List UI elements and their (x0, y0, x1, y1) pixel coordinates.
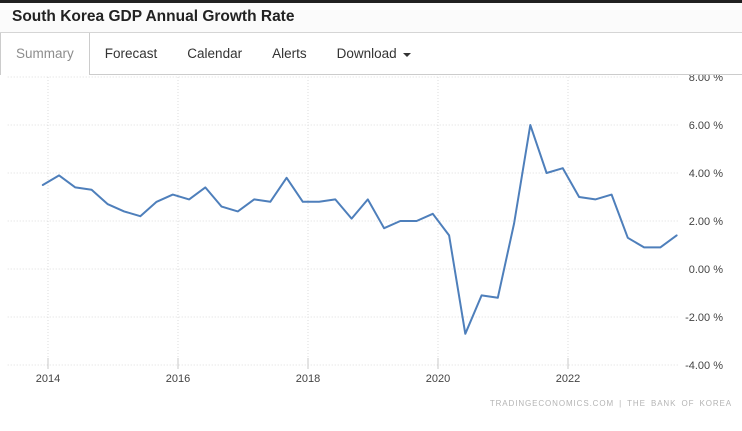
x-axis-label: 2014 (36, 373, 60, 385)
tab-forecast-label: Forecast (104, 46, 158, 61)
x-axis-label: 2022 (556, 373, 580, 385)
y-axis-label: 6.00 % (689, 120, 723, 132)
tab-forecast[interactable]: Forecast (90, 33, 173, 75)
y-axis-label: 2.00 % (689, 216, 723, 228)
tab-summary-label: Summary (16, 46, 74, 61)
tab-download[interactable]: Download (322, 33, 426, 75)
widget-header: South Korea GDP Annual Growth Rate (0, 3, 742, 33)
x-axis-label: 2020 (426, 373, 450, 385)
gdp-growth-line-chart[interactable]: 8.00 % 6.00 % 4.00 % 2.00 % 0.00 % -2.00 % -4.… (0, 72, 742, 426)
tab-summary[interactable]: Summary (0, 33, 90, 75)
chart-attribution: TRADINGECONOMICS.COM | THE BANK OF KOREA (489, 399, 732, 408)
y-axis-label: 8.00 % (689, 75, 723, 84)
y-axis-label: 4.00 % (689, 168, 723, 180)
x-axis-label: 2016 (166, 373, 190, 385)
tab-alerts[interactable]: Alerts (257, 33, 322, 75)
tab-calendar[interactable]: Calendar (172, 33, 257, 75)
chart-area[interactable]: 8.00 % 6.00 % 4.00 % 2.00 % 0.00 % -2.00 % -4.… (0, 72, 742, 426)
gdp-growth-series-line (41, 124, 678, 335)
caret-down-icon (402, 53, 411, 57)
tab-bar: Summary Forecast Calendar Alerts Downloa… (0, 33, 742, 75)
x-axis-label: 2018 (296, 373, 320, 385)
tab-alerts-label: Alerts (272, 46, 307, 61)
y-axis-label: 0.00 % (689, 264, 723, 276)
page-title: South Korea GDP Annual Growth Rate (12, 8, 295, 25)
tab-download-label: Download (336, 46, 397, 61)
top-border (0, 0, 742, 3)
tab-calendar-label: Calendar (187, 46, 243, 61)
y-axis-label: -2.00 % (685, 312, 723, 324)
y-axis-label: -4.00 % (685, 360, 723, 372)
